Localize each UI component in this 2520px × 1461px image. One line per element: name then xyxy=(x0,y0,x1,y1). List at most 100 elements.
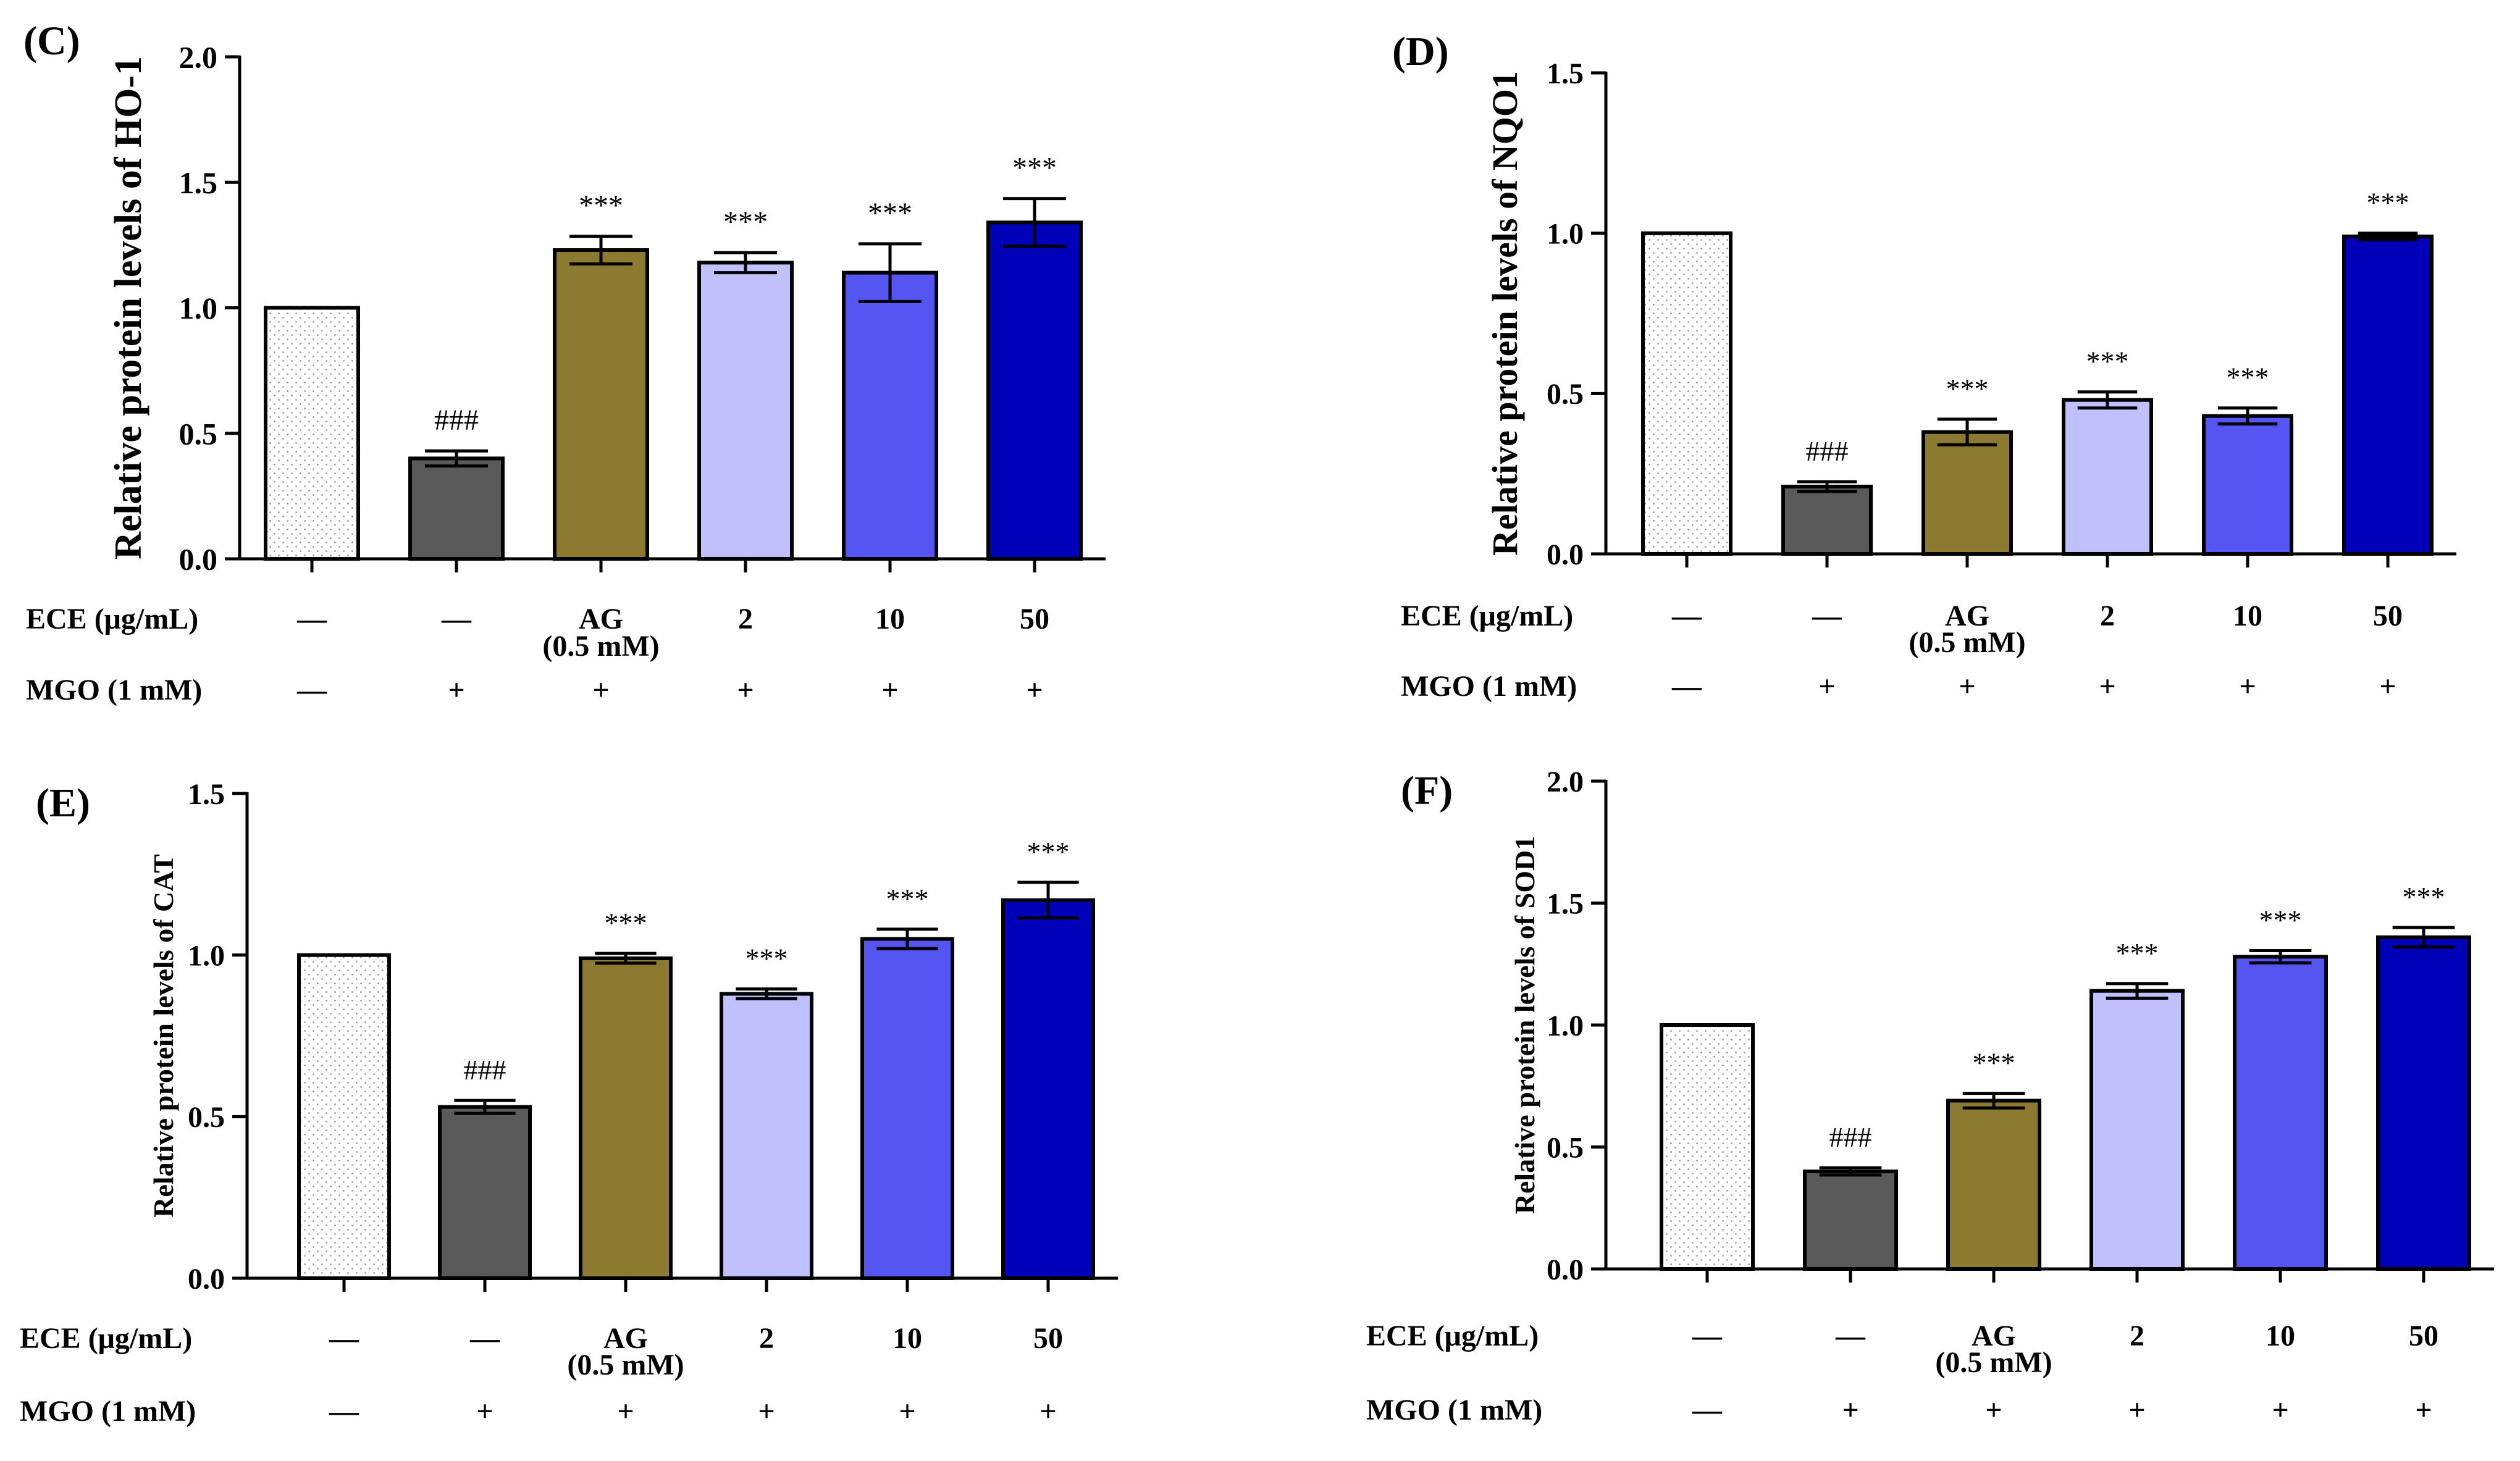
panel-label: (D) xyxy=(1392,29,1449,74)
y-tick-label: 1.5 xyxy=(1547,57,1584,90)
bar-5 xyxy=(842,270,938,561)
y-axis-title: Relative protein levels of CAT xyxy=(148,854,179,1218)
ece-level-label: — xyxy=(1671,600,1702,632)
ece-row-title: ECE (μg/mL) xyxy=(1401,600,1573,632)
mgo-level-label: + xyxy=(1026,674,1043,706)
mgo-level-label: + xyxy=(448,674,464,706)
bar-1 xyxy=(1660,1023,1755,1271)
bar-5 xyxy=(2202,414,2293,556)
significance-label: *** xyxy=(2367,187,2409,219)
y-tick-label: 0.0 xyxy=(188,1263,225,1296)
mgo-row-title: MGO (1 mM) xyxy=(1401,670,1577,703)
significance-label: *** xyxy=(868,197,912,230)
significance-label: *** xyxy=(1027,836,1070,868)
bar-3 xyxy=(579,956,673,1280)
bar-4 xyxy=(2090,989,2185,1271)
ece-level-label: 2 xyxy=(738,603,753,635)
ece-level-label: — xyxy=(469,1322,500,1355)
mgo-level-label: — xyxy=(1671,670,1702,703)
significance-label: *** xyxy=(746,943,788,974)
mgo-level-label: + xyxy=(2272,1394,2288,1426)
error-bar-2 xyxy=(454,1099,516,1115)
error-bar-6 xyxy=(1017,881,1079,919)
mgo-level-label: — xyxy=(296,674,327,706)
bar-6 xyxy=(2376,935,2471,1271)
mgo-level-label: + xyxy=(2239,670,2256,703)
bar-2 xyxy=(1781,484,1873,556)
ece-row-title: ECE (μg/mL) xyxy=(1366,1320,1539,1352)
ece-level-label: 10 xyxy=(875,603,905,635)
ece-level-sublabel: (0.5 mM) xyxy=(1935,1346,2052,1379)
y-tick-label: 0.0 xyxy=(1547,538,1584,571)
y-tick-label: 0.5 xyxy=(179,416,218,451)
bar-1 xyxy=(264,306,360,561)
y-tick-label: 1.0 xyxy=(179,291,218,325)
mgo-level-label: + xyxy=(2099,670,2115,703)
ece-level-label: 2 xyxy=(759,1322,774,1355)
error-bar-5 xyxy=(2249,949,2312,965)
error-bar-4 xyxy=(714,251,777,275)
mgo-level-label: + xyxy=(2415,1394,2432,1426)
mgo-level-label: — xyxy=(329,1395,359,1428)
ece-level-label: 2 xyxy=(2100,600,2115,632)
y-tick-label: 0.0 xyxy=(179,542,218,577)
bar-6 xyxy=(986,220,1083,561)
y-tick-label: 0.5 xyxy=(188,1101,225,1134)
significance-label: *** xyxy=(579,190,623,222)
ece-level-label: AG xyxy=(579,603,623,635)
mgo-level-label: + xyxy=(1040,1395,1056,1428)
ece-row-title: ECE (μg/mL) xyxy=(20,1322,192,1355)
error-bar-5 xyxy=(876,927,938,950)
ece-level-label: — xyxy=(1692,1320,1723,1352)
mgo-level-label: + xyxy=(1985,1394,2002,1426)
ece-level-label: 50 xyxy=(2373,600,2403,632)
bar-2 xyxy=(1803,1170,1898,1271)
mgo-level-label: + xyxy=(758,1395,775,1428)
mgo-level-label: + xyxy=(1842,1394,1858,1426)
ece-level-label: 50 xyxy=(1033,1322,1063,1355)
bar-2 xyxy=(408,456,505,561)
mgo-level-label: + xyxy=(592,674,609,706)
chart-panel-3: (E) 0.0 0.5 1.0 1.5 Relative protein levels o… xyxy=(20,778,1118,1428)
ece-level-label: — xyxy=(1835,1320,1866,1352)
mgo-row-title: MGO (1 mM) xyxy=(26,674,202,706)
bar-4 xyxy=(2062,398,2153,556)
y-axis-title: Relative protein levels of NQO1 xyxy=(1485,71,1525,556)
significance-label: *** xyxy=(886,883,929,915)
error-bar-6 xyxy=(2392,926,2455,949)
mgo-level-label: + xyxy=(617,1395,634,1428)
mgo-level-label: + xyxy=(2128,1394,2145,1426)
error-bar-6 xyxy=(1003,197,1066,248)
bar-3 xyxy=(553,248,649,561)
bar-6 xyxy=(2342,234,2434,556)
y-tick-label: 1.0 xyxy=(1547,1010,1584,1042)
y-tick-label: 2.0 xyxy=(1547,766,1584,798)
y-axis-title: Relative protein levels of HO-1 xyxy=(107,56,149,559)
y-axis-title: Relative protein levels of SOD1 xyxy=(1509,836,1540,1214)
y-tick-label: 1.0 xyxy=(188,939,225,972)
ece-level-label: AG xyxy=(603,1322,648,1355)
significance-label: ### xyxy=(1829,1121,1872,1153)
error-bar-5 xyxy=(2217,406,2278,426)
mgo-level-label: + xyxy=(476,1395,493,1428)
error-bar-3 xyxy=(1937,417,1997,446)
bar-5 xyxy=(860,937,954,1280)
panel-label: (E) xyxy=(36,781,90,826)
significance-label: *** xyxy=(1946,373,1989,404)
bar-4 xyxy=(720,992,813,1280)
error-bar-2 xyxy=(425,449,488,468)
bar-1 xyxy=(297,953,391,1280)
y-tick-label: 1.5 xyxy=(188,778,225,811)
significance-label: *** xyxy=(2227,362,2269,393)
ece-level-label: AG xyxy=(1972,1320,2016,1352)
y-tick-label: 1.5 xyxy=(179,165,218,200)
y-tick-label: 1.0 xyxy=(1547,217,1584,250)
y-tick-label: 0.0 xyxy=(1547,1254,1584,1286)
mgo-level-label: + xyxy=(881,674,898,706)
error-bar-4 xyxy=(2106,982,2169,1000)
significance-label: *** xyxy=(605,907,647,939)
y-tick-label: 2.0 xyxy=(179,40,218,75)
mgo-level-label: — xyxy=(1692,1394,1723,1426)
y-tick-label: 0.5 xyxy=(1547,1131,1584,1164)
significance-label: ### xyxy=(464,1054,506,1086)
